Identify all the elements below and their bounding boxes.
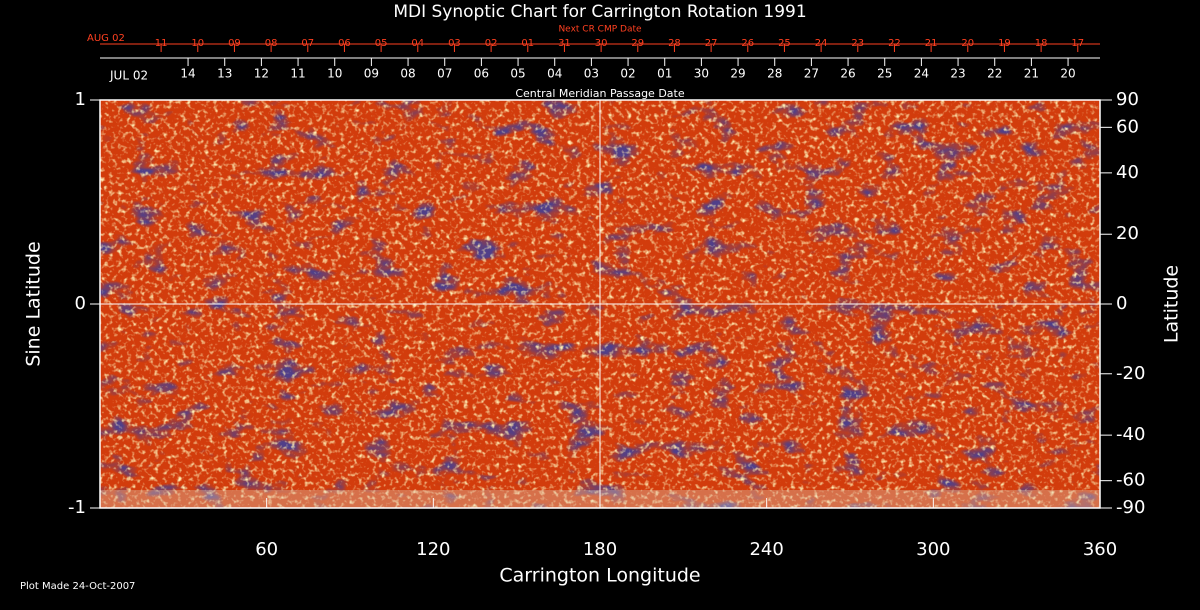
cmp-tick-label: 26 (840, 67, 855, 81)
cmp-tick-label: 09 (364, 67, 379, 81)
top-tick-label: 21 (925, 38, 938, 49)
top-tick-label: 11 (155, 38, 168, 49)
cmp-tick-label: 28 (767, 67, 782, 81)
cmp-tick-label: 02 (620, 67, 635, 81)
top-tick-label: 08 (265, 38, 278, 49)
cmp-tick-label: 20 (1060, 67, 1075, 81)
y2-tick-label: 20 (1116, 223, 1139, 244)
cmp-tick-label: 14 (180, 67, 195, 81)
cmp-tick-label: 07 (437, 67, 452, 81)
top-tick-label: 28 (668, 38, 681, 49)
top-tick-label: 05 (375, 38, 388, 49)
top-tick-label: 04 (411, 38, 424, 49)
cmp-tick-label: 30 (694, 67, 709, 81)
x-tick-label: 120 (416, 539, 450, 560)
cmp-tick-label: 25 (877, 67, 892, 81)
top-tick-label: 26 (741, 38, 754, 49)
cmp-tick-label: 27 (804, 67, 819, 81)
top-tick-label: 01 (521, 38, 534, 49)
top-tick-label: 24 (815, 38, 828, 49)
cmp-tick-label: 24 (914, 67, 929, 81)
cmp-tick-label: 22 (987, 67, 1002, 81)
y-axis-label: Sine Latitude (23, 241, 45, 366)
x-tick-label: 60 (255, 539, 278, 560)
cmp-tick-label: 06 (474, 67, 489, 81)
top-tick-label: 06 (338, 38, 351, 49)
top-tick-label: 09 (228, 38, 241, 49)
top-tick-label: 27 (705, 38, 718, 49)
top-tick-label: 20 (961, 38, 974, 49)
y2-tick-label: -90 (1116, 497, 1145, 518)
top-tick-label: 07 (301, 38, 314, 49)
cmp-tick-label: 08 (400, 67, 415, 81)
cmp-tick-label: 21 (1024, 67, 1039, 81)
top-tick-label: 02 (485, 38, 498, 49)
cmp-axis-title: Central Meridian Passage Date (515, 87, 684, 100)
x-tick-label: 240 (749, 539, 783, 560)
cmp-tick-label: 29 (730, 67, 745, 81)
y2-tick-label: 40 (1116, 162, 1139, 183)
cmp-tick-label: 12 (254, 67, 269, 81)
top-tick-label: 10 (191, 38, 204, 49)
cmp-tick-label: 23 (950, 67, 965, 81)
x-axis-label: Carrington Longitude (499, 565, 700, 587)
cmp-tick-label: 05 (510, 67, 525, 81)
y-tick-label: -1 (68, 497, 86, 518)
cmp-tick-label: 10 (327, 67, 342, 81)
top-tick-label: 03 (448, 38, 461, 49)
top-tick-label: 29 (631, 38, 644, 49)
y2-tick-label: 0 (1116, 293, 1127, 314)
x-tick-label: 360 (1083, 539, 1117, 560)
cmp-start-label: JUL 02 (109, 69, 148, 83)
top-tick-label: 23 (851, 38, 864, 49)
y-tick-label: 1 (75, 89, 86, 110)
top-tick-label: 17 (1071, 38, 1084, 49)
chart-title: MDI Synoptic Chart for Carrington Rotati… (393, 2, 806, 22)
y2-tick-label: -60 (1116, 470, 1145, 491)
top-tick-label: 30 (595, 38, 608, 49)
y2-tick-label: -20 (1116, 363, 1145, 384)
cmp-tick-label: 03 (584, 67, 599, 81)
x-tick-label: 300 (916, 539, 950, 560)
y2-tick-label: 60 (1116, 116, 1139, 137)
top-tick-label: 25 (778, 38, 791, 49)
y2-tick-label: 90 (1116, 89, 1139, 110)
footer: Plot Made 24-Oct-2007 (20, 581, 135, 592)
y-tick-label: 0 (75, 293, 86, 314)
top-tick-label: 18 (1035, 38, 1048, 49)
y2-axis-label: Latitude (1161, 265, 1183, 343)
top-start-label: AUG 02 (87, 33, 125, 44)
x-tick-label: 180 (583, 539, 617, 560)
cmp-tick-label: 01 (657, 67, 672, 81)
cmp-tick-label: 13 (217, 67, 232, 81)
top-tick-label: 19 (998, 38, 1011, 49)
cmp-tick-label: 11 (290, 67, 305, 81)
top-tick-label: 22 (888, 38, 901, 49)
top-axis-title: Next CR CMP Date (558, 25, 642, 35)
y2-tick-label: -40 (1116, 424, 1145, 445)
cmp-tick-label: 04 (547, 67, 562, 81)
top-tick-label: 31 (558, 38, 571, 49)
